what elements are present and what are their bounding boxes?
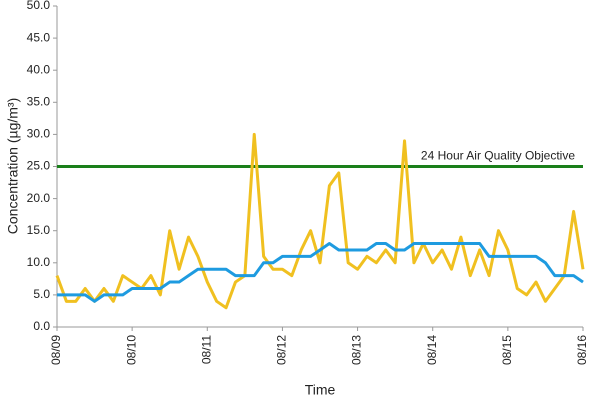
y-tick-label: 45.0 <box>27 30 51 44</box>
y-tick-label: 30.0 <box>27 127 51 141</box>
series-line <box>55 132 585 310</box>
y-tick-label: 40.0 <box>27 62 51 76</box>
x-tick-label: 08/11 <box>199 335 213 364</box>
y-tick-label: 25.0 <box>27 159 51 173</box>
x-tick-label: 08/10 <box>124 335 138 365</box>
y-tick-label: 10.0 <box>27 255 51 269</box>
x-tick-label: 08/09 <box>49 335 63 365</box>
y-tick-label: 5.0 <box>33 287 50 301</box>
y-tick-label: 0.0 <box>33 319 50 333</box>
x-tick-label: 08/12 <box>275 335 289 365</box>
x-tick-label: 08/14 <box>425 335 439 365</box>
y-tick-label: 50.0 <box>27 0 51 12</box>
y-axis-label: Concentration (µg/m³) <box>5 98 21 234</box>
x-axis-label: Time <box>305 382 336 398</box>
y-tick-label: 20.0 <box>27 191 51 205</box>
x-tick-label: 08/16 <box>575 335 589 365</box>
series-line <box>57 242 584 303</box>
y-tick-label: 35.0 <box>27 94 51 108</box>
y-tick-label: 15.0 <box>27 223 51 237</box>
x-tick-label: 08/15 <box>500 335 514 365</box>
reference-label: 24 Hour Air Quality Objective <box>421 149 575 163</box>
x-tick-label: 08/13 <box>350 335 364 365</box>
